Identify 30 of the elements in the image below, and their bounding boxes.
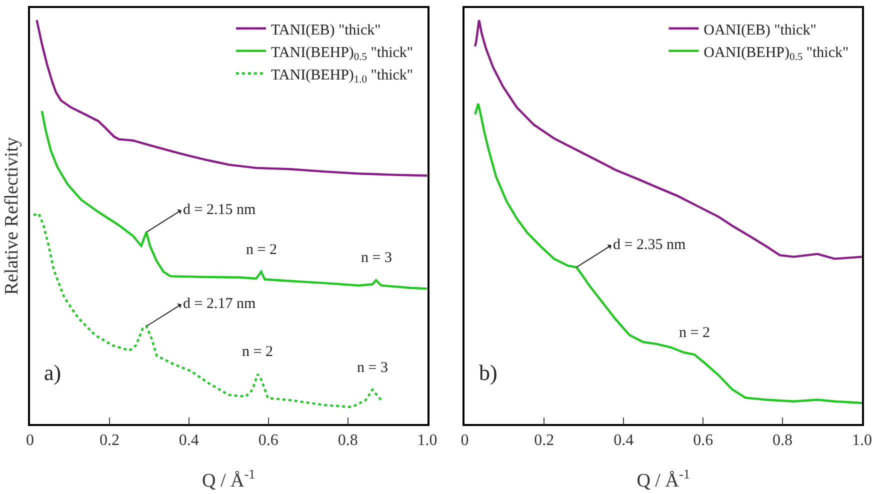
legend-label: TANI(BEHP)$_{0.5}$ "thick" bbox=[270, 44, 414, 63]
x-axis-title: Q / Å$^{-1}$ bbox=[202, 466, 256, 492]
x-tick-label: 1.0 bbox=[417, 432, 438, 449]
annotation: d = 2.17 nm bbox=[183, 296, 256, 312]
x-tick-label: 0.8 bbox=[772, 432, 793, 449]
annotation: d = 2.35 nm bbox=[613, 237, 686, 253]
annotation: a) bbox=[44, 360, 62, 385]
legend-label: TANI(BEHP)$_{1.0}$ "thick" bbox=[270, 67, 414, 86]
x-tick-label: 0.4 bbox=[614, 432, 634, 449]
legend-label: TANI(EB) "thick" bbox=[270, 22, 381, 38]
annotation: n = 3 bbox=[361, 250, 392, 266]
annotation: d = 2.15 nm bbox=[183, 202, 256, 218]
x-tick-label: 0 bbox=[26, 432, 34, 449]
annotation: n = 2 bbox=[679, 325, 710, 341]
annotation: b) bbox=[479, 360, 498, 385]
legend-label: OANI(BEHP)$_{0.5}$ "thick" bbox=[704, 44, 849, 63]
x-tick-label: 0 bbox=[460, 432, 469, 449]
annotation: n = 3 bbox=[357, 360, 388, 376]
x-tick-label: 0.2 bbox=[99, 432, 120, 449]
x-tick-label: 1.0 bbox=[852, 432, 872, 449]
x-tick-label: 0.2 bbox=[534, 432, 554, 449]
annotation: n = 2 bbox=[242, 344, 273, 360]
legend-label: OANI(EB) "thick" bbox=[704, 22, 816, 38]
x-tick-label: 0.4 bbox=[178, 432, 199, 449]
annotation: n = 2 bbox=[246, 242, 277, 258]
y-axis-title: Relative Reflectivity bbox=[2, 136, 23, 295]
x-tick-label: 0.6 bbox=[693, 432, 714, 449]
x-tick-label: 0.8 bbox=[338, 432, 358, 449]
x-axis-title: Q / Å$^{-1}$ bbox=[636, 466, 690, 492]
x-tick-label: 0.6 bbox=[258, 432, 278, 449]
